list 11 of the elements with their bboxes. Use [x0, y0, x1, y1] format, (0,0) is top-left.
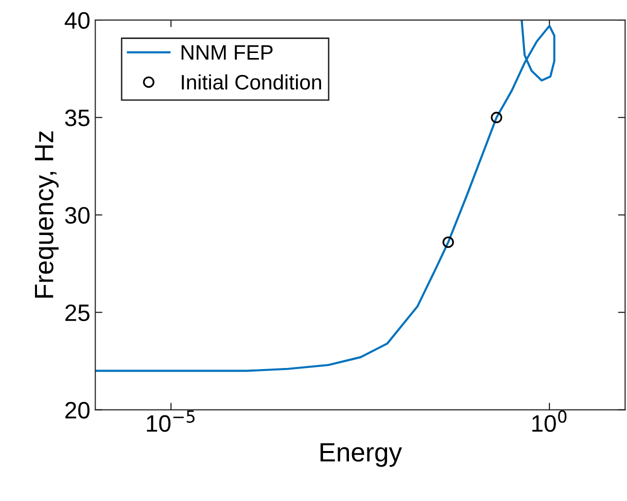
y-tick-label: 40 [64, 12, 90, 29]
x-tick-label: 10$^{−5}$ [146, 410, 195, 432]
x-tick-label: 10$^{0}$ [532, 410, 566, 432]
y-tick-label: 20 [65, 402, 90, 419]
y-tick-label: 25 [65, 304, 90, 322]
y-axis-title: Frequency, Hz [34, 131, 59, 298]
x-axis-title: Energy [320, 443, 402, 467]
y-tick-label: 30 [65, 206, 90, 224]
y-tick-label: 35 [65, 110, 90, 126]
legend-label: Initial Condition [182, 74, 322, 90]
legend-label: NNM FEP [182, 45, 273, 60]
